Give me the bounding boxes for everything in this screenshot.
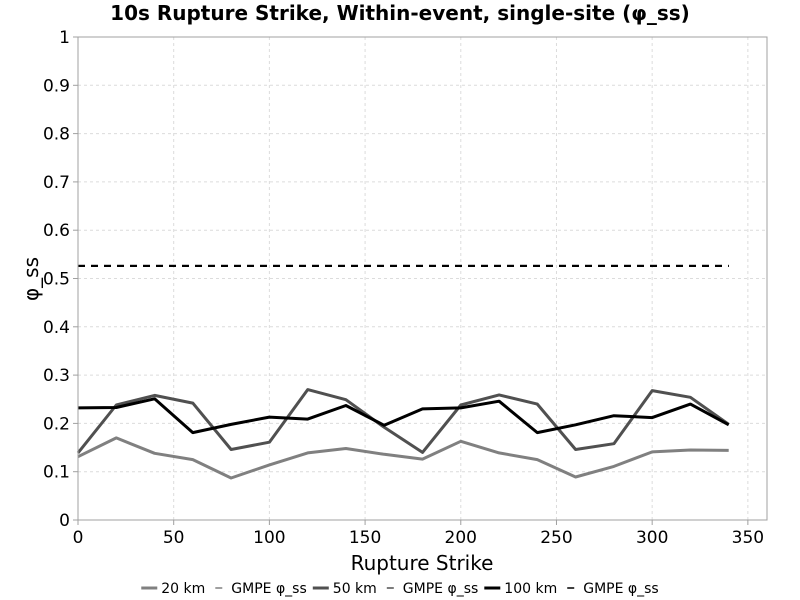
x-axis: 0 50 100 150 200 250 300 350 xyxy=(73,520,764,548)
x-tick-label: 350 xyxy=(732,528,764,548)
series-line-2 xyxy=(76,388,730,454)
y-tick-label: 0.3 xyxy=(43,366,70,386)
y-tick-label: 0.1 xyxy=(43,463,70,483)
legend-label-0: 20 km xyxy=(161,581,205,597)
legend-label-2: 50 km xyxy=(333,581,377,597)
x-tick-label: 100 xyxy=(253,528,285,548)
x-tick-label: 250 xyxy=(540,528,572,548)
y-tick-label: 0.7 xyxy=(43,173,70,193)
series-line-4 xyxy=(77,397,730,435)
legend-label-4: 100 km xyxy=(504,581,557,597)
y-tick-label: 0.5 xyxy=(43,270,70,290)
y-tick-label: 0.2 xyxy=(43,414,70,434)
y-tick-label: 0.9 xyxy=(43,76,70,96)
y-axis: 0 0.1 0.2 0.3 0.4 0.5 0.6 0.7 0.8 0.9 1 xyxy=(43,28,78,531)
legend-label-3: GMPE φ_ss xyxy=(403,581,479,597)
series-layer xyxy=(76,264,730,480)
x-tick-label: 200 xyxy=(445,528,477,548)
grid xyxy=(77,36,767,521)
y-tick-label: 1 xyxy=(59,28,70,48)
x-tick-label: 150 xyxy=(349,528,381,548)
legend: 20 km GMPE φ_ss 50 km GMPE φ_ss 100 km GMPE φ… xyxy=(141,581,659,597)
legend-label-5: GMPE φ_ss xyxy=(583,581,659,597)
y-tick-label: 0.8 xyxy=(43,125,70,145)
x-tick-label: 50 xyxy=(163,528,185,548)
y-tick-label: 0.6 xyxy=(43,221,70,241)
y-axis-label: φ_ss xyxy=(19,257,43,301)
x-axis-label: Rupture Strike xyxy=(351,551,494,575)
x-tick-label: 0 xyxy=(73,528,84,548)
chart-title: 10s Rupture Strike, Within-event, single… xyxy=(110,1,690,25)
y-tick-label: 0.4 xyxy=(43,318,70,338)
y-tick-label: 0 xyxy=(59,511,70,531)
legend-label-1: GMPE φ_ss xyxy=(231,581,307,597)
x-tick-label: 300 xyxy=(636,528,668,548)
series-line-0 xyxy=(77,436,729,480)
